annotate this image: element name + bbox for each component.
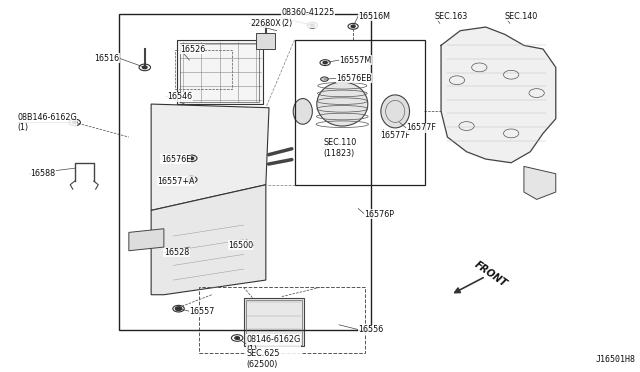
Polygon shape bbox=[524, 166, 556, 199]
Circle shape bbox=[175, 307, 182, 311]
Bar bbox=[177, 40, 262, 104]
Bar bbox=[294, 40, 425, 185]
Text: 16577F: 16577F bbox=[381, 131, 410, 140]
Circle shape bbox=[235, 337, 239, 339]
Ellipse shape bbox=[321, 77, 328, 81]
Text: 16576P: 16576P bbox=[365, 209, 395, 219]
FancyArrowPatch shape bbox=[269, 160, 292, 164]
Polygon shape bbox=[151, 185, 266, 295]
Bar bbox=[199, 288, 365, 353]
Bar bbox=[244, 298, 304, 346]
Text: SEC.140: SEC.140 bbox=[505, 12, 538, 20]
Bar bbox=[175, 50, 232, 89]
Text: FRONT: FRONT bbox=[473, 260, 509, 289]
Text: 16557: 16557 bbox=[189, 307, 215, 316]
Circle shape bbox=[310, 24, 314, 26]
Text: 08360-41225
(2): 08360-41225 (2) bbox=[282, 8, 335, 28]
Text: 08B146-6162G
(1): 08B146-6162G (1) bbox=[17, 113, 77, 132]
Text: 16528: 16528 bbox=[164, 248, 189, 257]
Circle shape bbox=[351, 25, 355, 28]
Circle shape bbox=[72, 121, 77, 124]
Text: 16526: 16526 bbox=[180, 45, 205, 54]
Circle shape bbox=[189, 178, 193, 181]
Text: 22680X: 22680X bbox=[250, 19, 281, 28]
Circle shape bbox=[143, 66, 147, 69]
Ellipse shape bbox=[381, 95, 410, 128]
FancyArrowPatch shape bbox=[269, 149, 292, 155]
Text: 16576E: 16576E bbox=[161, 154, 191, 164]
Text: 16500: 16500 bbox=[228, 241, 253, 250]
Polygon shape bbox=[151, 104, 269, 211]
Polygon shape bbox=[441, 27, 556, 163]
Text: 16546: 16546 bbox=[167, 92, 192, 101]
Text: 16556: 16556 bbox=[358, 325, 383, 334]
Bar bbox=[246, 300, 301, 344]
Text: SEC.110
(11823): SEC.110 (11823) bbox=[323, 138, 356, 158]
Bar bbox=[180, 43, 259, 102]
Text: 16557M: 16557M bbox=[339, 55, 371, 65]
Text: 08146-6162G
(1): 08146-6162G (1) bbox=[246, 334, 301, 354]
Polygon shape bbox=[129, 229, 164, 251]
Circle shape bbox=[189, 157, 193, 160]
Ellipse shape bbox=[293, 99, 312, 124]
Text: 16588: 16588 bbox=[30, 169, 55, 178]
Text: SEC.163: SEC.163 bbox=[435, 12, 468, 20]
Bar bbox=[119, 14, 371, 330]
Text: 16557+A: 16557+A bbox=[157, 177, 195, 186]
Circle shape bbox=[323, 61, 327, 64]
Text: 16577F: 16577F bbox=[406, 124, 436, 132]
Circle shape bbox=[176, 307, 181, 310]
Text: SEC.625
(62500): SEC.625 (62500) bbox=[246, 349, 280, 369]
Bar bbox=[256, 33, 275, 49]
Ellipse shape bbox=[317, 82, 368, 126]
Text: 16516: 16516 bbox=[94, 54, 119, 63]
Text: 16576EB: 16576EB bbox=[336, 74, 372, 83]
Text: 16516M: 16516M bbox=[358, 12, 390, 20]
Text: J16501H8: J16501H8 bbox=[595, 355, 636, 364]
